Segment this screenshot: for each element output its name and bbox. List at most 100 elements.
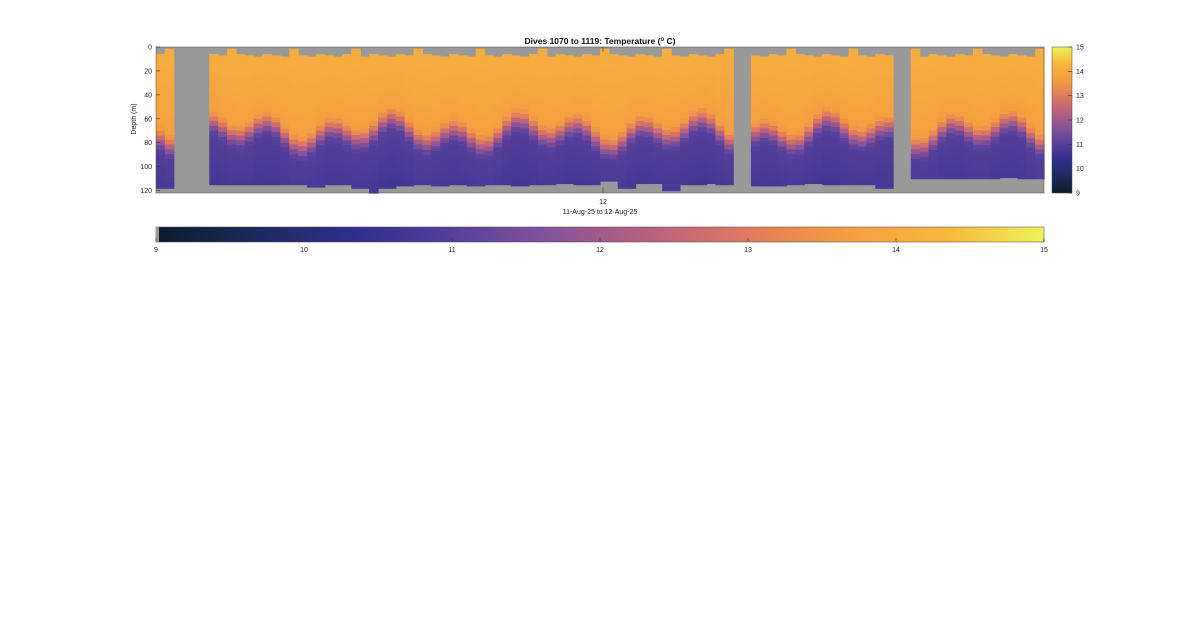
profile-column [227, 48, 237, 186]
horizontal-colorbar-tick-label: 10 [300, 247, 308, 254]
profile-column [351, 48, 361, 189]
y-tick-label: 60 [144, 116, 152, 123]
profile-column [360, 56, 370, 189]
profile-column [653, 56, 663, 185]
profile-column [910, 48, 921, 180]
profile-column [271, 55, 281, 186]
profile-column [626, 56, 637, 189]
horizontal-colorbar: 9 10 11 12 13 14 15 [154, 226, 1048, 254]
profile-column [813, 56, 823, 185]
horizontal-colorbar-tick-label: 9 [154, 247, 158, 254]
profile-column [928, 54, 939, 180]
profile-column [981, 54, 992, 180]
profile-column [750, 55, 761, 187]
profile-column [457, 55, 468, 186]
profile-column [999, 56, 1010, 179]
profile-column [1008, 54, 1018, 179]
profile-column [866, 56, 876, 186]
profile-column [919, 56, 930, 180]
profile-column [431, 55, 441, 187]
profile-column [1017, 55, 1027, 180]
profile-column [528, 54, 539, 186]
profile-column [218, 55, 228, 186]
profile-column [520, 56, 530, 187]
profile-column [946, 56, 956, 180]
profile-column [369, 54, 379, 194]
profile-column [644, 55, 654, 185]
profile-column [759, 56, 770, 187]
profile-column [156, 54, 166, 189]
profile-column [777, 55, 788, 187]
profile-column [440, 56, 450, 187]
horizontal-colorbar-missing-swatch [156, 227, 159, 242]
chart-title: Dives 1070 to 1119: Temperature (o C) [525, 36, 676, 46]
profile-column [253, 56, 264, 186]
profile-column [289, 48, 299, 186]
profile-column [964, 55, 974, 180]
profile-column [884, 55, 894, 189]
profile-column [662, 48, 672, 192]
profile-column [697, 55, 708, 186]
horizontal-colorbar-tick-label: 11 [448, 247, 455, 254]
profile-column [422, 54, 432, 186]
profile-column [1035, 48, 1045, 180]
profile-column [937, 55, 947, 180]
profile-column [555, 54, 566, 185]
horizontal-colorbar-tick-label: 13 [744, 247, 752, 254]
profile-column [395, 54, 406, 187]
profile-column [955, 54, 965, 180]
profile-column [315, 54, 326, 188]
y-tick-label: 0 [148, 45, 152, 52]
profile-column [404, 55, 415, 187]
profile-column [209, 54, 219, 186]
profile-column [724, 48, 734, 186]
profile-column [573, 56, 583, 186]
profile-column [688, 54, 699, 186]
chart-title-end: C) [664, 36, 676, 46]
profile-column [244, 55, 255, 186]
profile-column [378, 55, 388, 189]
profile-column [830, 55, 841, 186]
vertical-colorbar-tick-label: 10 [1076, 166, 1084, 173]
profile-column [537, 48, 548, 186]
profile-column [298, 55, 308, 186]
profile-column [449, 54, 459, 186]
profile-column [822, 54, 832, 186]
vertical-colorbar-tick-label: 15 [1076, 45, 1084, 52]
profile-column [591, 55, 601, 186]
profile-column [386, 56, 397, 189]
profile-column [280, 56, 290, 186]
y-tick-label: 120 [140, 188, 152, 195]
profile-column [972, 48, 983, 180]
profile-column [706, 56, 717, 185]
profile-column [875, 54, 885, 189]
profile-column [990, 55, 1001, 180]
horizontal-colorbar-tick-label: 15 [1040, 247, 1048, 254]
profile-column [582, 54, 592, 186]
profile-column [795, 54, 805, 186]
vertical-colorbar: 9 10 11 12 13 14 15 [1051, 45, 1084, 198]
vertical-colorbar-tick-label: 9 [1076, 191, 1080, 198]
profile-column [342, 54, 352, 186]
profile-column [617, 55, 628, 189]
x-tick-label: 12 [599, 199, 607, 206]
profile-column [475, 48, 486, 187]
profile-column [324, 55, 335, 186]
profile-column [235, 54, 246, 186]
x-axis: 12 [599, 47, 607, 206]
profile-column [493, 56, 503, 186]
profile-column [804, 55, 814, 185]
horizontal-colorbar-tick-label: 12 [596, 247, 604, 254]
vertical-colorbar-tick-label: 12 [1076, 118, 1084, 125]
profile-column [635, 54, 645, 185]
profile-column [306, 56, 317, 188]
profile-column [857, 55, 867, 186]
profile-column [671, 55, 681, 192]
y-tick-label: 20 [144, 68, 152, 75]
chart-title-superscript: o [660, 37, 664, 43]
profile-column [413, 48, 423, 186]
horizontal-colorbar-tick-label: 14 [892, 247, 900, 254]
profile-column [564, 55, 574, 185]
vertical-colorbar-tick-label: 11 [1076, 142, 1083, 149]
